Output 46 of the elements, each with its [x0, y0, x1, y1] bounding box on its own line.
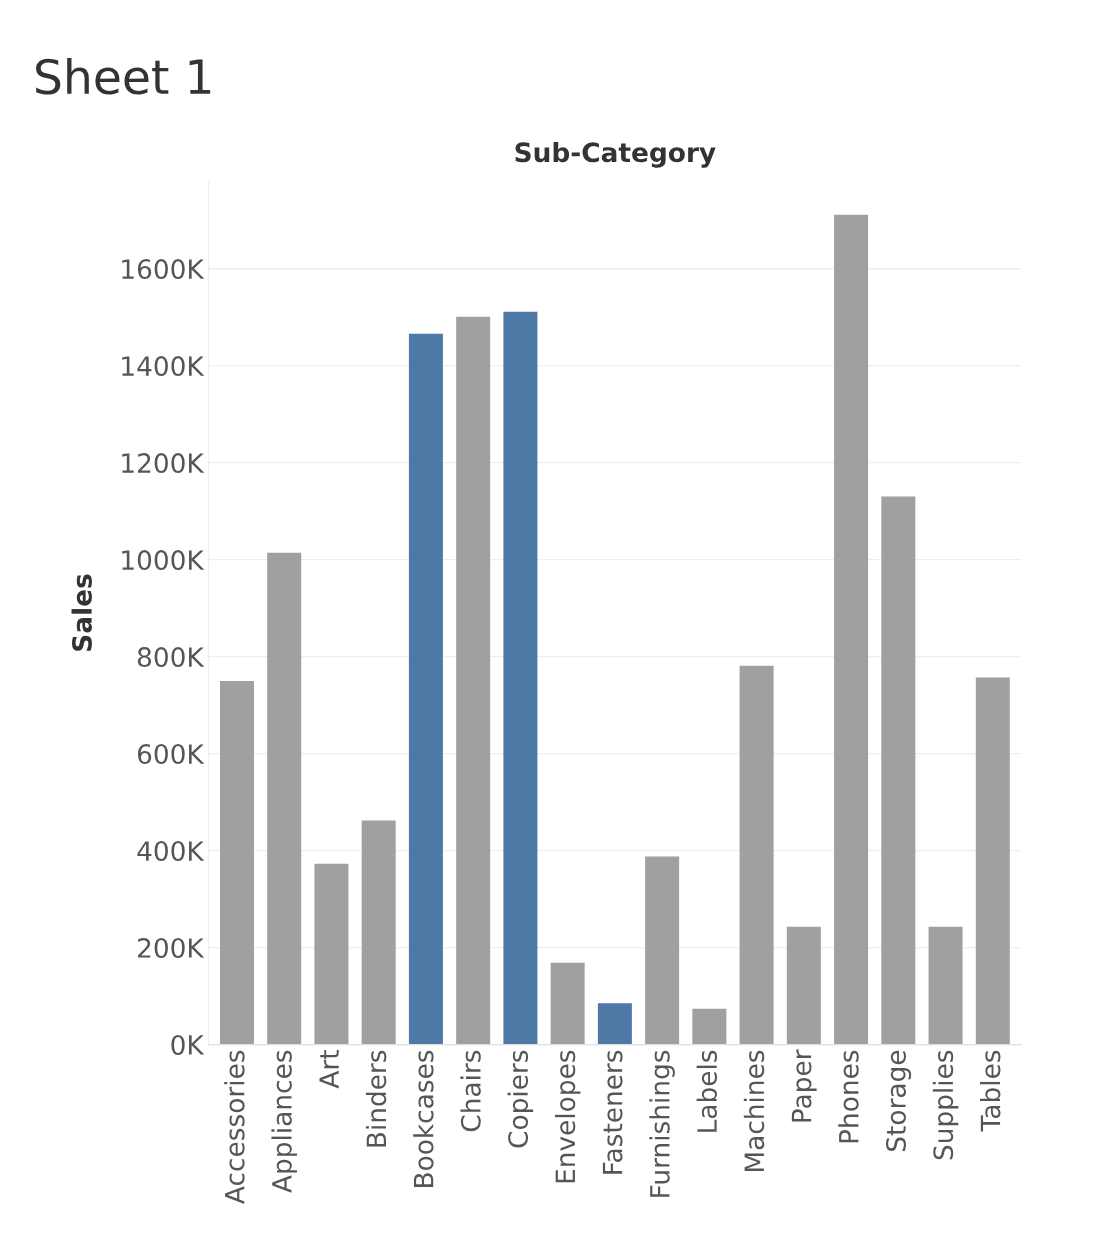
- x-tick-label: Bookcases: [413, 1050, 434, 1187]
- x-tick-label: Binders: [365, 1050, 387, 1147]
- bar: [597, 1003, 632, 1045]
- y-tick-label: 0K: [171, 1035, 205, 1055]
- chart-title: Sheet 1: [36, 57, 211, 95]
- y-tick-label: 1200K: [122, 453, 205, 474]
- bar: [739, 665, 774, 1045]
- bar: [881, 496, 916, 1045]
- x-tick-label: Appliances: [271, 1050, 297, 1193]
- x-tick-label: Furnishings: [649, 1050, 675, 1197]
- x-tick-label: Accessories: [224, 1050, 245, 1204]
- bar: [928, 926, 963, 1045]
- x-tick-label: Envelopes: [554, 1050, 581, 1183]
- y-tick-label: 400K: [137, 841, 205, 862]
- bar: [267, 552, 302, 1045]
- x-tick-label: Phones: [838, 1050, 859, 1143]
- x-tick-label: Labels: [696, 1050, 718, 1132]
- x-tick-label: Art: [319, 1050, 339, 1089]
- x-axis-title: Sub-Category: [515, 141, 716, 168]
- bar: [361, 820, 396, 1045]
- x-tick-label: Tables: [980, 1050, 1001, 1132]
- y-tick-label: 1600K: [122, 259, 205, 280]
- bar: [645, 856, 680, 1045]
- bar: [692, 1008, 727, 1045]
- bar: [550, 962, 585, 1045]
- y-tick-label: 1000K: [122, 550, 205, 571]
- bar: [456, 316, 491, 1045]
- bar: [834, 214, 869, 1045]
- x-tick-label: Paper: [791, 1049, 817, 1122]
- bar: [786, 926, 821, 1045]
- x-tick-label: Machines: [743, 1050, 765, 1172]
- y-tick-label: 1400K: [122, 356, 205, 377]
- bar: [503, 311, 538, 1045]
- y-tick-label: 800K: [137, 647, 205, 668]
- x-tick-label: Copiers: [507, 1050, 534, 1148]
- x-tick-label: Chairs: [460, 1050, 481, 1132]
- bar: [314, 863, 349, 1045]
- y-axis-title: Sales: [71, 574, 92, 651]
- bar: [219, 680, 254, 1045]
- x-tick-label: Fasteners: [602, 1050, 623, 1174]
- x-tick-label: Supplies: [932, 1050, 959, 1160]
- bar: [408, 333, 443, 1045]
- x-tick-label: Storage: [886, 1050, 912, 1151]
- bar: [975, 677, 1010, 1045]
- y-tick-label: 600K: [137, 744, 205, 765]
- y-tick-label: 200K: [138, 938, 205, 958]
